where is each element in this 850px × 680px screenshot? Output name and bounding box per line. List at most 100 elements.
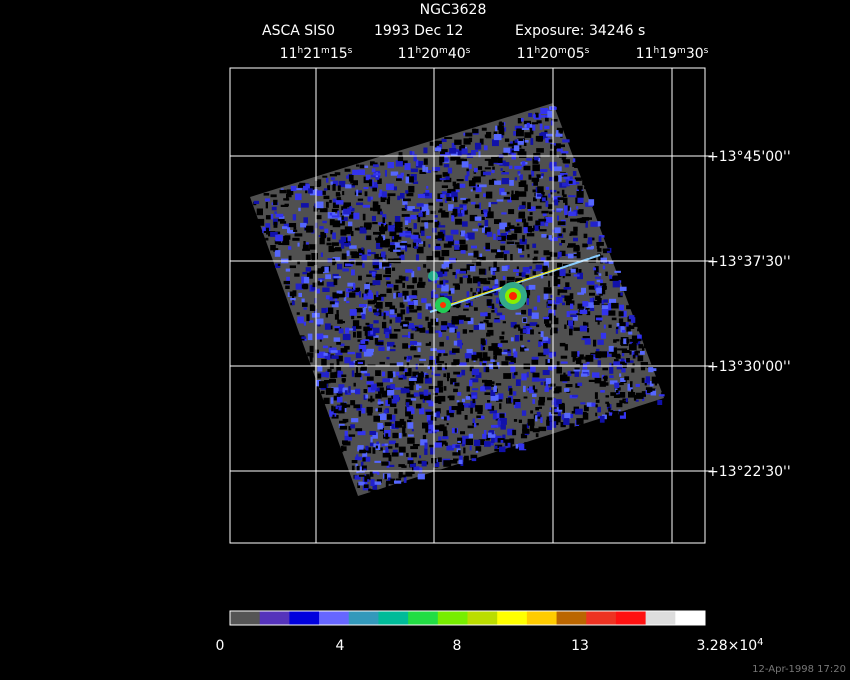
pixel — [491, 424, 499, 428]
pixel — [455, 444, 460, 448]
pixel — [578, 354, 584, 360]
pixel — [602, 265, 606, 270]
ra-label: 11h20m05s — [517, 46, 590, 62]
pixel — [390, 383, 396, 390]
pixel — [408, 414, 414, 419]
pixel — [518, 211, 525, 217]
pixel — [270, 194, 277, 198]
pixel — [586, 359, 590, 365]
pixel — [470, 454, 478, 459]
pixel — [449, 327, 455, 333]
pixel — [524, 140, 529, 143]
pixel — [621, 353, 625, 357]
pixel — [508, 362, 515, 365]
pixel — [361, 407, 366, 414]
pixel — [354, 456, 363, 461]
pixel — [389, 319, 392, 324]
pixel — [594, 392, 598, 399]
pixel — [341, 206, 348, 211]
pixel — [421, 204, 429, 211]
pixel — [562, 159, 570, 163]
pixel — [349, 245, 357, 249]
pixel — [375, 177, 380, 180]
pixel — [309, 352, 314, 358]
pixel — [415, 326, 422, 332]
pixel — [503, 250, 510, 254]
ra-unit: h — [415, 46, 421, 56]
pixel — [356, 202, 364, 206]
pixel — [456, 372, 462, 378]
pixel — [540, 132, 548, 138]
pixel — [644, 383, 647, 386]
pixel — [528, 386, 536, 394]
pixel — [556, 366, 562, 374]
pixel — [533, 180, 538, 186]
pixel — [531, 356, 539, 360]
pixel — [556, 361, 560, 368]
pixel — [470, 407, 473, 414]
pixel — [488, 442, 494, 446]
pixel — [506, 191, 510, 195]
pixel — [390, 403, 397, 407]
pixel — [476, 261, 482, 266]
pixel — [403, 198, 411, 202]
pixel — [366, 274, 372, 277]
pixel — [350, 231, 354, 237]
pixel — [316, 380, 321, 387]
pixel — [410, 398, 417, 401]
pixel — [406, 306, 410, 314]
pixel — [352, 180, 358, 186]
pixel — [588, 257, 596, 263]
pixel — [587, 328, 590, 333]
pixel — [365, 225, 372, 230]
pixel — [372, 222, 378, 225]
pixel — [555, 270, 562, 277]
pixel — [574, 177, 582, 181]
pixel — [316, 318, 324, 325]
pixel — [483, 171, 491, 176]
pixel — [476, 352, 483, 359]
pixel — [359, 449, 366, 454]
pixel — [513, 145, 520, 152]
pixel — [563, 287, 572, 290]
pixel — [618, 311, 624, 317]
pixel — [465, 438, 473, 445]
pixel — [322, 287, 330, 292]
pixel — [438, 331, 441, 338]
pixel — [481, 127, 487, 131]
pixel — [468, 164, 472, 169]
pixel — [475, 446, 482, 452]
pixel — [469, 365, 472, 372]
pixel — [446, 193, 453, 198]
pixel — [538, 331, 543, 334]
pixel — [319, 381, 327, 388]
pixel — [473, 325, 479, 330]
pixel — [425, 166, 429, 173]
pixel — [513, 269, 520, 272]
pixel — [515, 379, 521, 386]
pixel — [388, 440, 396, 445]
pixel — [356, 367, 358, 374]
pixel — [590, 221, 598, 227]
pixel — [532, 398, 535, 404]
pixel — [449, 263, 453, 270]
pixel — [265, 202, 268, 209]
pixel — [362, 204, 370, 208]
pixel — [490, 381, 495, 385]
pixel — [612, 414, 620, 421]
pixel — [556, 127, 564, 133]
pixel — [395, 160, 403, 167]
ra-value: 19 — [659, 46, 677, 62]
pixel — [501, 265, 508, 271]
pixel — [371, 215, 376, 222]
pixel — [595, 221, 601, 227]
pixel — [437, 231, 443, 236]
pixel — [377, 178, 382, 184]
pixel — [410, 333, 414, 339]
pixel — [564, 210, 568, 216]
pixel — [440, 325, 448, 331]
pixel — [349, 185, 355, 188]
pixel — [296, 312, 300, 315]
colorbar-swatch — [289, 611, 320, 625]
pixel — [410, 446, 418, 450]
